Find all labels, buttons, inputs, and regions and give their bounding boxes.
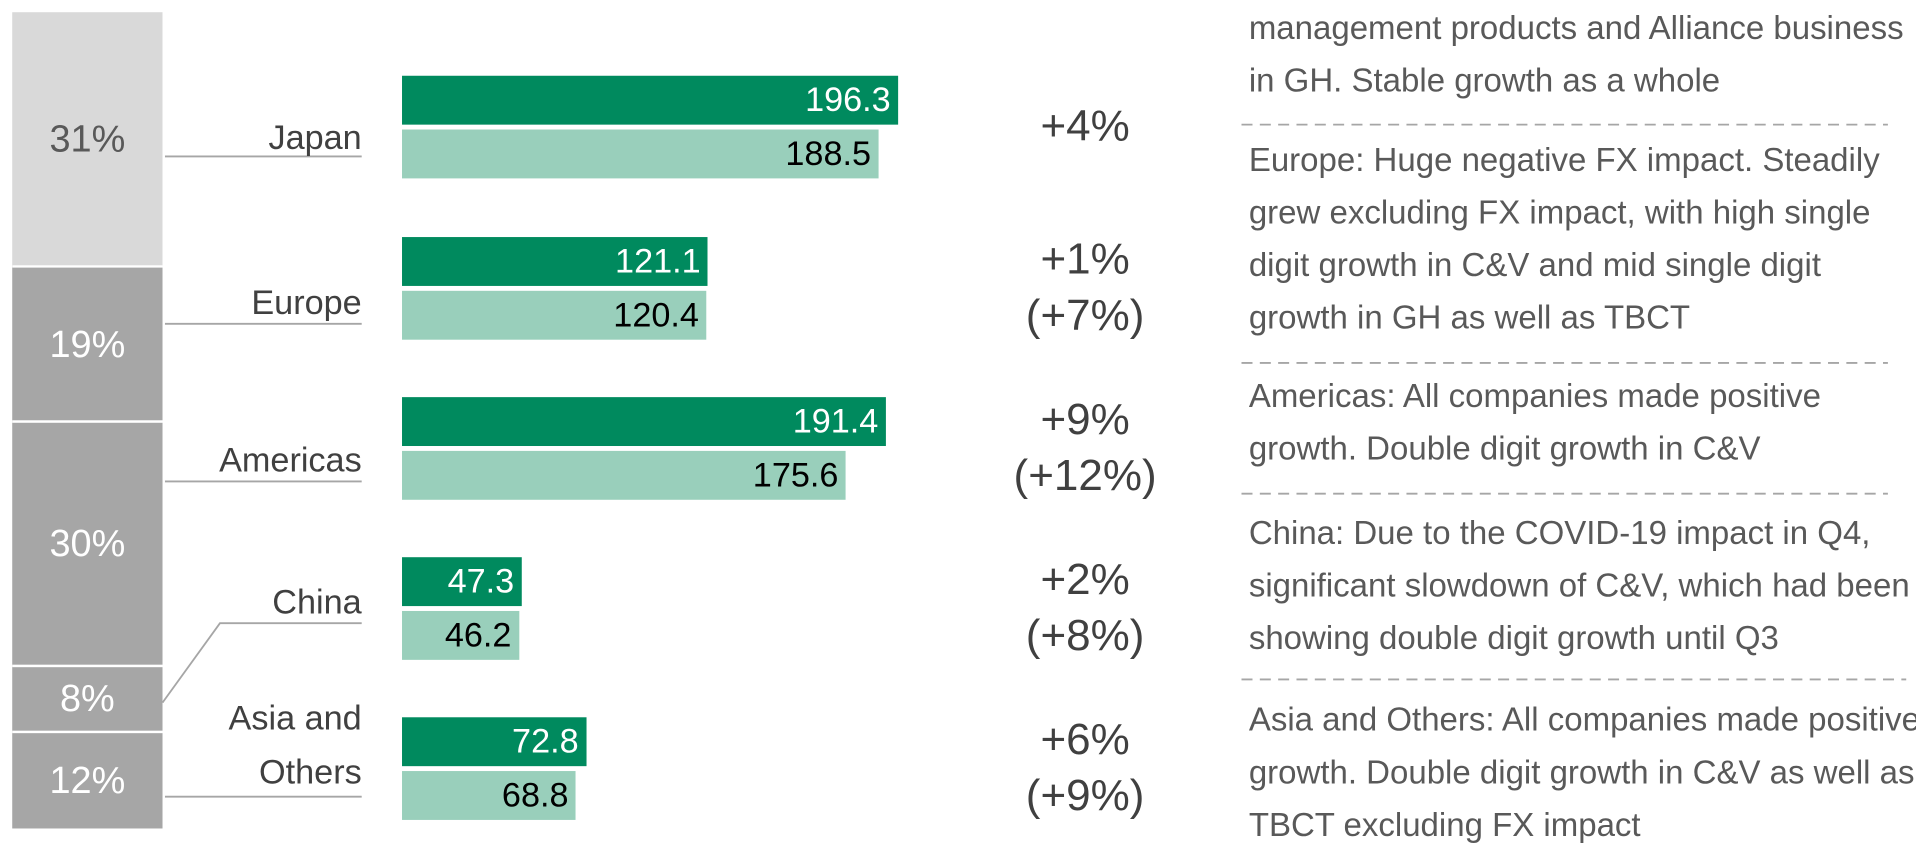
- growth-label: +9%: [1040, 393, 1130, 444]
- value-label: 120.4: [613, 295, 699, 334]
- bar: [402, 717, 586, 767]
- value-label: 175.6: [752, 455, 839, 494]
- growth-fx-label: (+12%): [1013, 449, 1157, 500]
- category-label: Asia and Others: [228, 698, 362, 791]
- share-label: 8%: [59, 677, 115, 720]
- value-label: 191.4: [792, 402, 879, 440]
- value-label: 121.1: [615, 241, 701, 280]
- growth-fx-label: (+9%): [1025, 769, 1145, 820]
- category-label: Americas: [219, 441, 362, 480]
- share-label: 12%: [49, 758, 126, 802]
- note: Europe: Huge negative FX impact. Steadil…: [1248, 141, 1880, 337]
- share-label: 19%: [49, 322, 126, 365]
- share-segment: 12%: [12, 730, 163, 829]
- category-label: Japan: [268, 118, 362, 157]
- share-segment: 31%: [12, 12, 163, 266]
- bar: [402, 397, 886, 447]
- note: Asia and Others: All companies made posi…: [1248, 701, 1916, 844]
- value-label: 68.8: [501, 775, 569, 814]
- bar: [402, 450, 846, 500]
- share-segment: 30%: [12, 420, 163, 666]
- bar: [402, 771, 576, 820]
- share-segment: 19%: [12, 265, 163, 421]
- value-label: 46.2: [444, 615, 512, 654]
- share-label: 30%: [49, 521, 126, 565]
- value-label: 188.5: [785, 134, 872, 173]
- growth-label: +1%: [1040, 233, 1130, 284]
- bar: [402, 75, 899, 125]
- bar: [402, 290, 707, 340]
- bar: [402, 237, 709, 286]
- growth-fx-label: (+7%): [1025, 289, 1145, 340]
- connector: [161, 622, 362, 704]
- category-label: Europe: [251, 283, 362, 322]
- value-label: 72.8: [512, 722, 579, 761]
- value-label: 196.3: [805, 80, 891, 119]
- growth-fx-label: (+8%): [1025, 609, 1145, 660]
- note: China: Due to the COVID-19 impact in Q4,…: [1248, 514, 1910, 657]
- bar: [402, 129, 879, 179]
- growth-label: +4%: [1040, 100, 1130, 151]
- note: management products and Alliance busines…: [1248, 9, 1904, 99]
- value-label: 47.3: [447, 562, 515, 600]
- bar: [402, 610, 519, 660]
- growth-label: +2%: [1040, 553, 1130, 604]
- growth-label: +6%: [1040, 713, 1130, 764]
- bar: [402, 557, 522, 607]
- share-segment: 8%: [12, 665, 163, 731]
- category-label: China: [272, 582, 362, 621]
- share-label: 31%: [49, 116, 126, 160]
- note: Americas: All companies made positive gr…: [1248, 377, 1821, 467]
